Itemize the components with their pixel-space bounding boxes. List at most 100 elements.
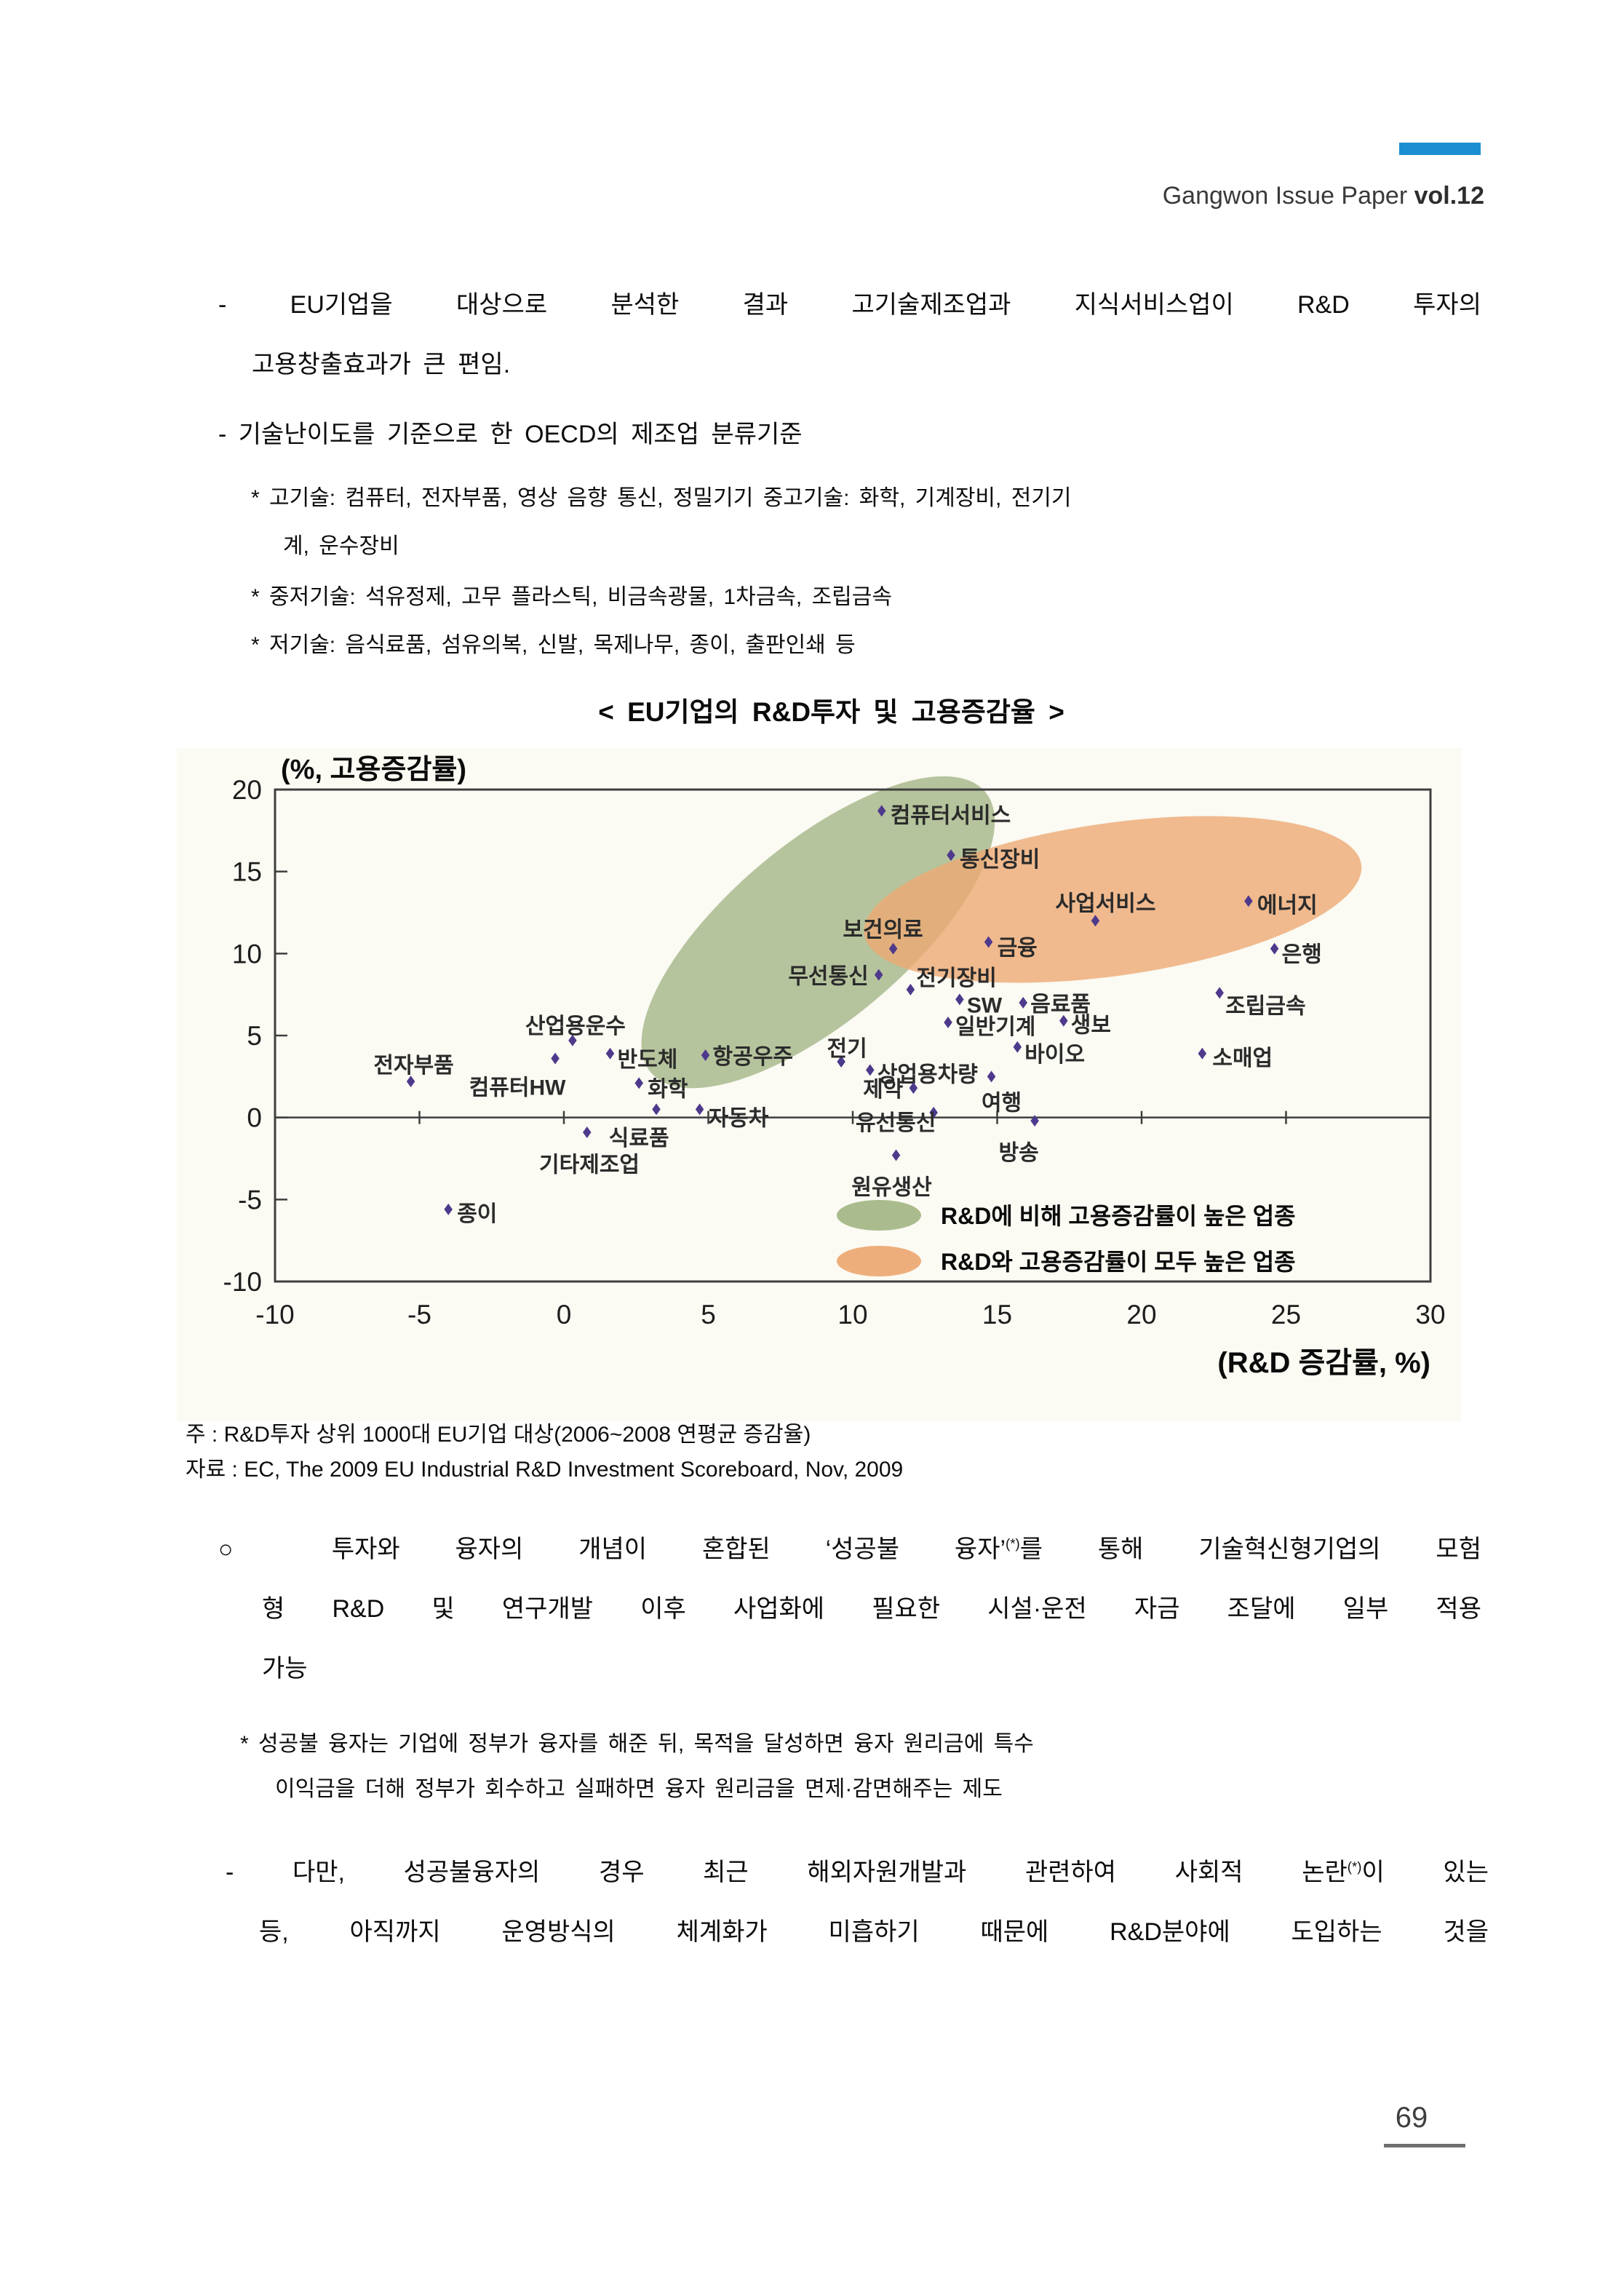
x-tick-label: 15 <box>982 1300 1012 1330</box>
data-label-항공우주: 항공우주 <box>713 1045 793 1069</box>
data-label-일반기계: 일반기계 <box>955 1015 1035 1039</box>
page-number: 69 <box>1395 2102 1428 2134</box>
data-point-여행 <box>987 1070 996 1083</box>
legend-swatch-1 <box>837 1246 921 1276</box>
legend-swatch-0 <box>837 1200 921 1231</box>
data-label-전기장비: 전기장비 <box>916 966 996 990</box>
plot-border <box>274 788 1432 1283</box>
y-tick-label: -10 <box>223 1267 262 1297</box>
data-label-무선통신: 무선통신 <box>788 965 868 989</box>
text-line: - EU기업을 대상으로 분석한 결과 고기술제조업과 지식서비스업이 R&D … <box>218 291 1481 319</box>
data-point-기타제조업 <box>652 1103 661 1116</box>
x-axis-title: (R&D 증감률, %) <box>1217 1347 1430 1379</box>
data-label-식료품: 식료품 <box>609 1126 669 1151</box>
data-point-생보 <box>1059 1014 1068 1027</box>
x-tick-label: 0 <box>557 1300 572 1330</box>
subbullet-lowtech: * 저기술: 음식료품, 섬유의복, 신발, 목제나무, 종이, 출판인쇄 등 <box>251 621 1488 669</box>
data-point-항공우주 <box>701 1049 710 1062</box>
text-segment: 이 있는 <box>1361 1859 1489 1886</box>
data-label-컴퓨터HW: 컴퓨터HW <box>469 1076 566 1100</box>
data-label-종이: 종이 <box>457 1202 497 1226</box>
data-point-자동차 <box>695 1103 704 1116</box>
text-line: 형 R&D 및 연구개발 이후 사업화에 필요한 시설·운전 자금 조달에 일부… <box>262 1595 1481 1623</box>
paragraph-success-loan: ○ 투자와 융자의 개념이 혼합된 ‘성공불 융자’(*)를 통해 기술혁신형기… <box>218 1519 1481 1698</box>
data-point-소매업 <box>1198 1047 1207 1060</box>
data-label-소매업: 소매업 <box>1212 1046 1273 1070</box>
data-point-에너지 <box>1244 895 1253 907</box>
legend-label-1: R&D와 고용증감률이 모두 높은 업종 <box>941 1249 1296 1275</box>
data-point-금융 <box>984 936 993 948</box>
data-label-생보: 생보 <box>1071 1014 1111 1038</box>
subbullet-hightech: * 고기술: 컴퓨터, 전자부품, 영상 음향 통신, 정밀기기 중고기술: 화… <box>251 474 1488 571</box>
green-region <box>641 776 995 1089</box>
y-tick-label: 10 <box>232 939 262 969</box>
x-tick-label: 5 <box>701 1300 716 1330</box>
data-label-반도체: 반도체 <box>618 1048 678 1072</box>
data-label-컴퓨터서비스: 컴퓨터서비스 <box>891 803 1011 827</box>
text-line: ○ 투자와 융자의 개념이 혼합된 ‘성공불 융자’(*)를 통해 기술혁신형기… <box>218 1519 1481 1579</box>
data-point-은행 <box>1270 942 1279 955</box>
text-line: 계, 운수장비 <box>283 534 399 558</box>
x-tick-label: -10 <box>255 1300 294 1330</box>
data-point-전기 <box>837 1056 845 1068</box>
data-point-반도체 <box>605 1047 615 1060</box>
data-label-화학: 화학 <box>648 1077 688 1101</box>
data-point-조립금속 <box>1215 987 1224 999</box>
y-axis-title: (%, 고용증감률) <box>281 755 466 785</box>
subbullet-midlowtech: * 중저기술: 석유정제, 고무 플라스틱, 비금속광물, 1차금속, 조립금속 <box>251 573 1488 621</box>
data-label-보건의료: 보건의료 <box>843 918 923 942</box>
y-tick-label: 15 <box>232 857 262 887</box>
text-line: 자료 : EC, The 2009 EU Industrial R&D Inve… <box>186 1458 904 1482</box>
data-label-자동차: 자동차 <box>709 1106 769 1130</box>
paragraph-oecd-classification: - 기술난이도를 기준으로 한 OECD의 제조업 분류기준 <box>218 405 1481 464</box>
data-point-제약 <box>909 1082 918 1094</box>
header-title-regular: Gangwon Issue Paper <box>1162 182 1414 210</box>
data-point-보건의료 <box>888 942 898 955</box>
data-label-전기: 전기 <box>827 1037 867 1061</box>
text-line: * 중저기술: 석유정제, 고무 플라스틱, 비금속광물, 1차금속, 조립금속 <box>251 585 892 609</box>
legend-label-0: R&D에 비해 고용증감률이 높은 업종 <box>941 1203 1296 1229</box>
data-label-조립금속: 조립금속 <box>1225 994 1305 1018</box>
data-label-사업서비스: 사업서비스 <box>1055 891 1155 915</box>
text-line: 고용창출효과가 큰 편임. <box>252 351 511 378</box>
chart: 컴퓨터서비스 통신장비 사업서비스 에너지 보건의료 금융 은행 무선통신 전기장비 SW 음료품 조… <box>177 748 1461 1421</box>
y-tick-label: 20 <box>232 775 262 805</box>
data-label-유선통신: 유선통신 <box>856 1111 936 1135</box>
data-label-은행: 은행 <box>1282 943 1322 967</box>
header-title: Gangwon Issue Paper vol.12 <box>873 182 1484 210</box>
data-label-원유생산: 원유생산 <box>851 1175 932 1199</box>
data-point-종이 <box>444 1203 453 1215</box>
data-point-원유생산 <box>891 1149 901 1161</box>
data-point-화학 <box>634 1077 643 1089</box>
data-label-제약: 제약 <box>863 1078 903 1102</box>
x-tick-label: 10 <box>837 1300 867 1330</box>
data-point-컴퓨터서비스 <box>877 805 886 817</box>
data-label-방송: 방송 <box>999 1141 1039 1165</box>
y-tick-label: -5 <box>238 1185 262 1215</box>
data-point-전자부품 <box>406 1076 415 1088</box>
x-tick-label: -5 <box>407 1300 431 1330</box>
paragraph-daman: - 다만, 성공불융자의 경우 최근 해외자원개발과 관련하여 사회적 논란(*… <box>226 1843 1489 1962</box>
chart-caption: < EU기업의 R&D투자 및 고용증감율 > <box>598 697 1064 727</box>
text-line: * 저기술: 음식료품, 섬유의복, 신발, 목제나무, 종이, 출판인쇄 등 <box>251 633 856 657</box>
data-label-SW: SW <box>967 993 1003 1017</box>
x-tick-label: 25 <box>1271 1300 1301 1330</box>
data-point-전기장비 <box>906 983 915 996</box>
data-label-상업용차량: 상업용차량 <box>877 1062 978 1086</box>
data-point-바이오 <box>1013 1041 1022 1053</box>
data-label-음료품: 음료품 <box>1030 993 1091 1017</box>
data-point-사업서비스 <box>1091 915 1100 927</box>
text-line: 가능 <box>262 1655 308 1682</box>
data-label-바이오: 바이오 <box>1024 1043 1085 1067</box>
data-point-SW <box>955 993 964 1006</box>
text-line: * 고기술: 컴퓨터, 전자부품, 영상 음향 통신, 정밀기기 중고기술: 화… <box>251 486 1072 510</box>
text-segment: 를 통해 기술혁신형기업의 모험 <box>1019 1535 1481 1563</box>
data-point-식료품 <box>583 1126 592 1138</box>
text-line: 주 : R&D투자 상위 1000대 EU기업 대상(2006~2008 연평균… <box>186 1423 811 1447</box>
paragraph-eu-analysis: - EU기업을 대상으로 분석한 결과 고기술제조업과 지식서비스업이 R&D … <box>218 275 1481 394</box>
y-tick-label: 5 <box>247 1021 262 1051</box>
chart-note: 주 : R&D투자 상위 1000대 EU기업 대상(2006~2008 연평균… <box>186 1418 1466 1487</box>
data-point-음료품 <box>1019 996 1027 1009</box>
text-line: 이익금을 더해 정부가 회수하고 실패하면 융자 원리금을 면제·감면해주는 제… <box>275 1777 1003 1801</box>
